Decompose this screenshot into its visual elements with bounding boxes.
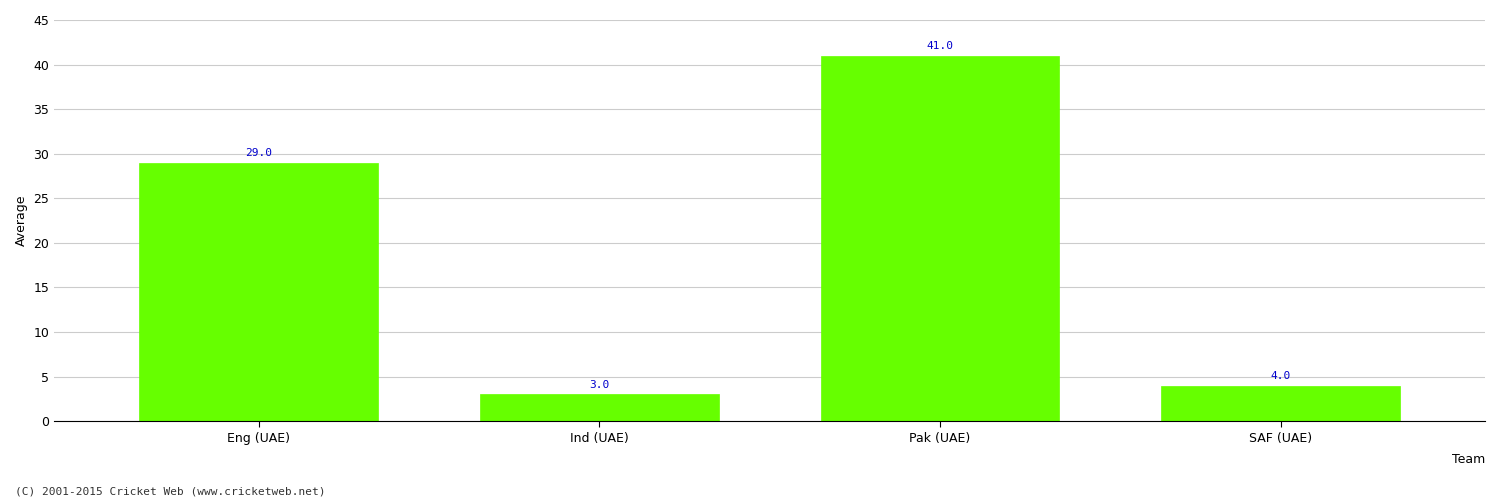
Bar: [1161, 386, 1400, 421]
Bar: [140, 162, 378, 421]
Bar: [480, 394, 718, 421]
Text: 41.0: 41.0: [927, 41, 954, 51]
Text: 4.0: 4.0: [1270, 371, 1290, 381]
Y-axis label: Average: Average: [15, 195, 28, 246]
Text: 3.0: 3.0: [590, 380, 609, 390]
Text: 29.0: 29.0: [244, 148, 272, 158]
Text: (C) 2001-2015 Cricket Web (www.cricketweb.net): (C) 2001-2015 Cricket Web (www.cricketwe…: [15, 487, 326, 497]
Bar: [821, 56, 1059, 421]
Text: Team: Team: [1452, 454, 1485, 466]
